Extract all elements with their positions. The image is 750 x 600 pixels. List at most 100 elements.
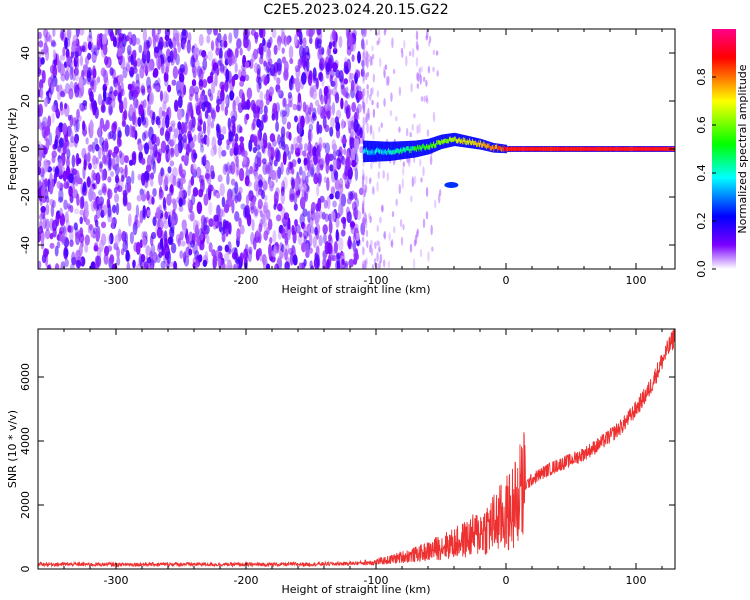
noise-blob	[289, 58, 294, 65]
noise-blob	[239, 252, 244, 263]
noise-blob	[172, 212, 178, 226]
noise-blob	[50, 39, 56, 47]
noise-blob	[79, 209, 85, 216]
noise-blob	[224, 163, 229, 172]
ridge-core	[450, 137, 452, 143]
noise-blob	[255, 99, 262, 107]
noise-blob	[224, 252, 230, 262]
noise-blob	[206, 34, 211, 44]
noise-blob	[196, 236, 201, 247]
ridge-core	[438, 140, 441, 145]
noise-blob	[372, 73, 376, 83]
noise-blob	[318, 210, 324, 219]
noise-blob	[40, 205, 46, 213]
noise-blob	[362, 246, 366, 256]
noise-blob	[206, 122, 211, 136]
noise-blob	[376, 90, 380, 98]
noise-blob	[116, 126, 122, 141]
noise-blob	[111, 97, 116, 109]
noise-blob	[305, 175, 309, 186]
noise-blob	[402, 223, 405, 231]
noise-blob	[93, 242, 99, 252]
noise-blob	[268, 244, 273, 258]
noise-blob	[252, 118, 256, 131]
noise-blob	[438, 189, 442, 197]
noise-blob	[302, 37, 307, 48]
noise-blob	[70, 62, 74, 76]
noise-blob	[326, 195, 331, 210]
noise-blob	[162, 197, 167, 210]
ridge-core	[419, 144, 421, 150]
noise-blob	[391, 37, 394, 49]
noise-blob	[238, 186, 243, 195]
noise-blob	[434, 199, 437, 209]
noise-blob	[221, 232, 226, 243]
ridge-core	[456, 139, 458, 144]
noise-blob	[252, 134, 257, 142]
ridge-core	[389, 149, 391, 154]
ridge-core	[419, 145, 422, 150]
noise-blob	[371, 185, 375, 195]
noise-blob	[320, 56, 326, 68]
noise-blob	[254, 171, 259, 179]
noise-blob	[107, 176, 112, 183]
noise-blob	[307, 210, 311, 223]
noise-blob	[361, 94, 365, 104]
noise-blob	[355, 85, 362, 92]
ridge-core	[480, 140, 482, 145]
noise-blob	[245, 113, 250, 120]
noise-blob	[104, 55, 109, 66]
ridge-core	[394, 150, 396, 155]
noise-blob	[275, 214, 282, 222]
noise-blob	[341, 258, 345, 265]
noise-blob	[372, 186, 375, 196]
noise-blob	[116, 136, 122, 148]
ridge-core	[424, 145, 427, 151]
ridge-core	[366, 150, 369, 155]
noise-blob	[350, 79, 355, 92]
ridge-core	[376, 147, 378, 153]
noise-blob	[258, 56, 264, 65]
ridge-core	[364, 148, 366, 153]
noise-blob	[152, 111, 156, 121]
noise-blob	[193, 134, 197, 142]
noise-blob	[59, 226, 65, 235]
noise-blob	[265, 164, 271, 175]
noise-blob	[93, 44, 97, 58]
noise-blob	[185, 112, 189, 125]
noise-blob	[157, 56, 162, 70]
noise-blob	[165, 39, 169, 48]
noise-blob	[91, 54, 97, 61]
noise-blob	[55, 126, 61, 139]
noise-blob	[338, 191, 343, 204]
noise-blob	[88, 29, 93, 39]
noise-blob	[239, 47, 243, 56]
noise-blob	[235, 96, 240, 106]
noise-blob	[416, 44, 419, 52]
noise-blob	[162, 91, 168, 105]
noise-blob	[68, 173, 74, 184]
noise-blob	[393, 226, 396, 234]
noise-blob	[292, 77, 296, 85]
noise-blob	[151, 196, 155, 205]
noise-blob	[299, 213, 305, 226]
colorbar-tick-label: 0.0	[695, 260, 708, 278]
ridge-core	[391, 150, 393, 155]
noise-blob	[338, 70, 344, 83]
noise-blob	[89, 119, 94, 134]
noise-blob	[357, 90, 363, 100]
ridge-core	[402, 148, 404, 153]
noise-blob	[131, 33, 137, 47]
noise-blob	[92, 156, 98, 170]
noise-blob	[362, 130, 365, 140]
noise-blob	[69, 66, 74, 81]
noise-blob	[228, 264, 234, 269]
noise-blob	[153, 67, 159, 78]
noise-blob	[198, 33, 204, 47]
noise-blob	[172, 175, 177, 187]
noise-blob	[226, 161, 231, 176]
ridge-core	[412, 146, 414, 151]
noise-blob	[196, 201, 203, 215]
noise-blob	[225, 226, 229, 237]
noise-blob	[213, 214, 219, 222]
